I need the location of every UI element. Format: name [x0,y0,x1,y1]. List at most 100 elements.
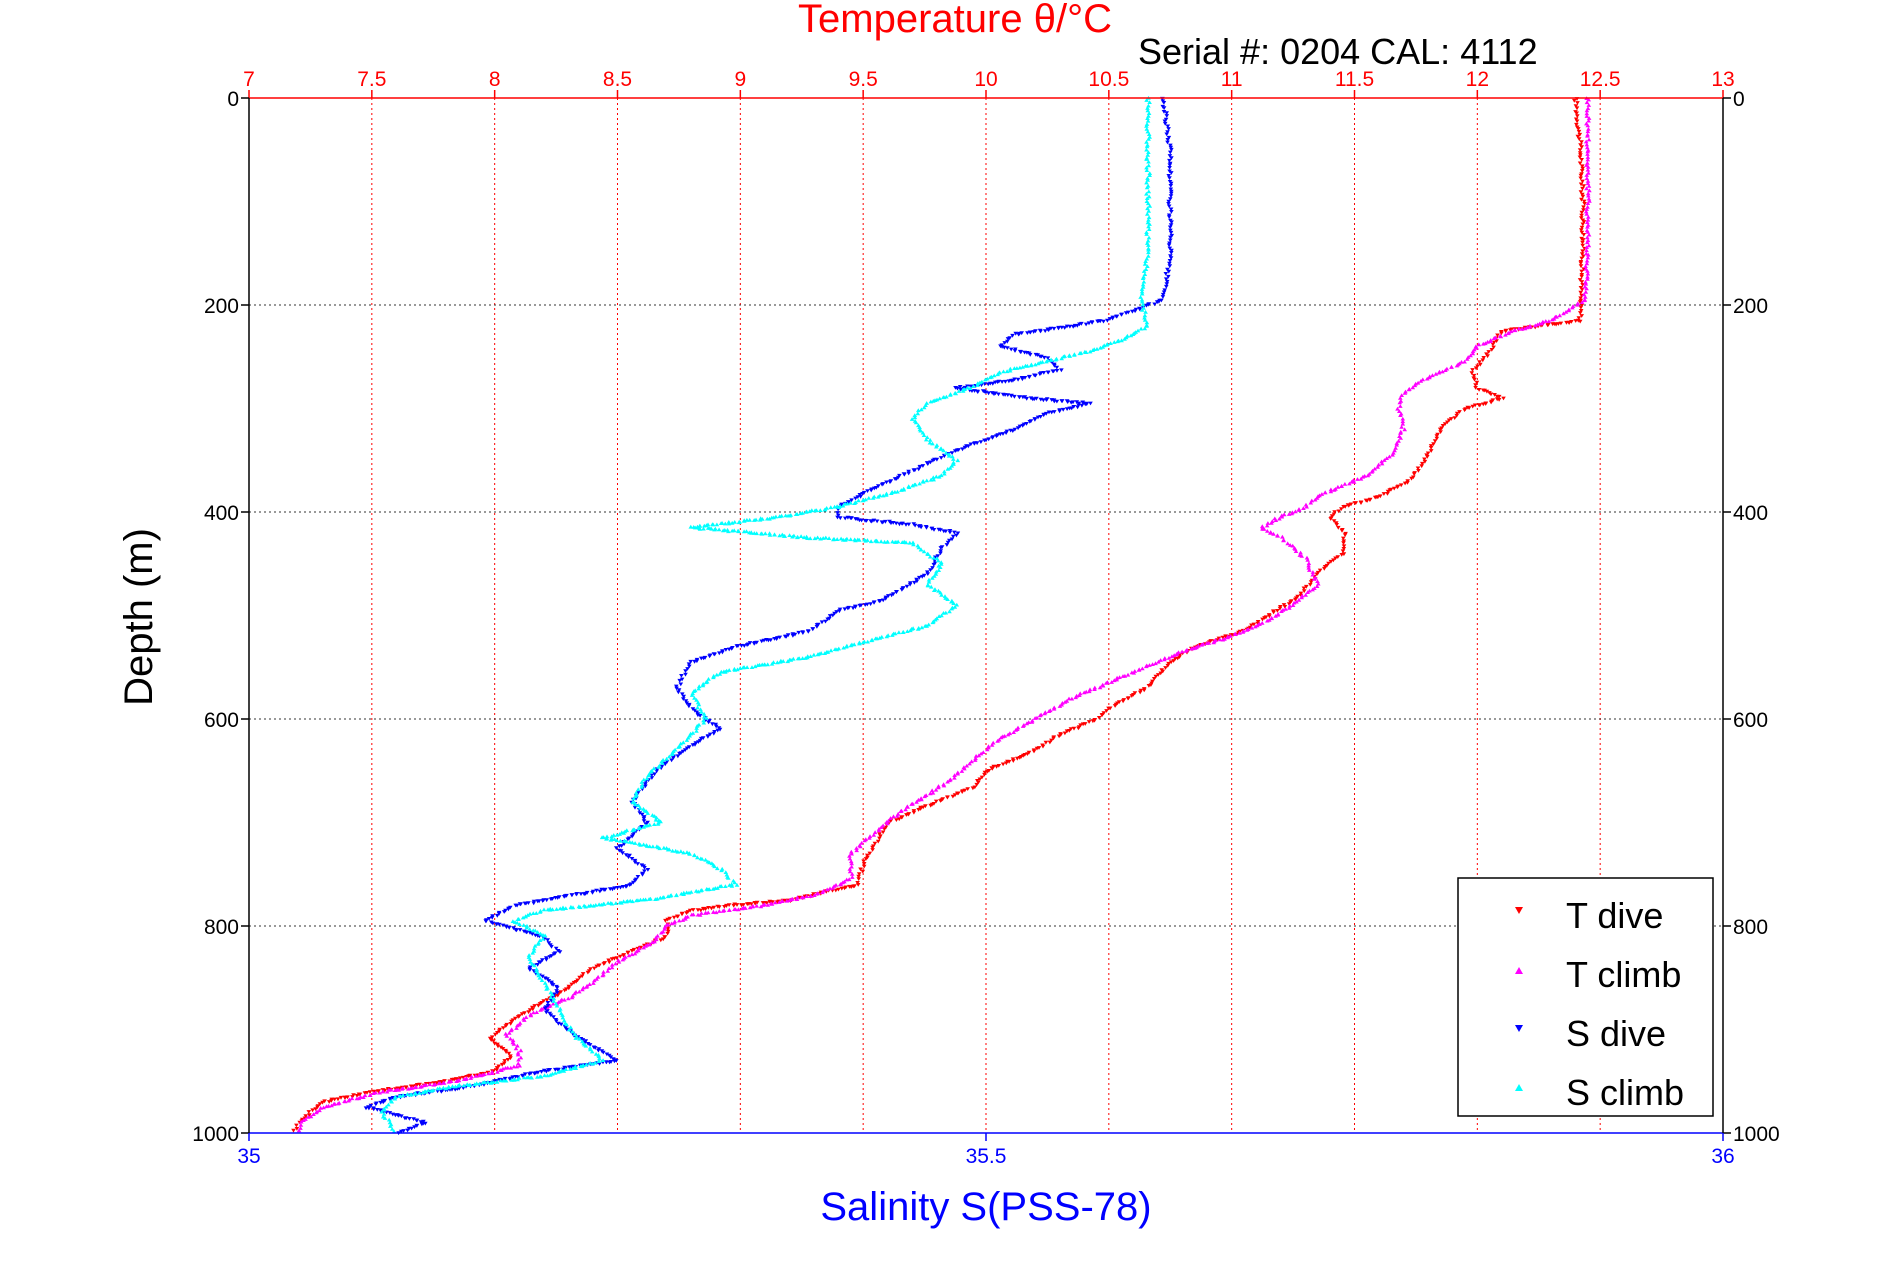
data-point [552,1071,558,1075]
data-point [1583,294,1588,299]
data-point [626,953,632,958]
data-point [1578,309,1584,313]
temperature-tick-label: 12.5 [1580,68,1621,91]
data-point [1165,663,1171,668]
data-point [532,963,537,968]
data-point [1199,642,1204,647]
data-point [880,520,886,525]
data-point [1032,373,1037,378]
data-point [1144,230,1149,234]
data-point [1399,425,1404,429]
data-point [916,808,921,812]
data-point [1402,427,1407,432]
data-point [867,851,873,856]
data-point [1020,753,1026,758]
data-point [601,1050,606,1055]
data-point [1384,456,1389,460]
data-point [861,862,867,866]
data-point [607,1060,612,1065]
data-point [871,833,877,837]
data-point [803,509,809,514]
data-point [1579,256,1584,261]
data-point [994,764,999,769]
temperature-tick-label: 10.5 [1088,68,1129,91]
data-point [1310,587,1315,592]
data-point [812,508,818,513]
data-point [1060,407,1066,412]
data-point [1585,152,1590,156]
data-point [1428,446,1434,450]
data-point [943,529,949,534]
data-point [874,519,880,524]
data-point [1145,201,1151,206]
data-point [551,1015,556,1020]
data-point [1579,293,1584,298]
data-point [587,1043,593,1047]
data-point [847,867,853,871]
data-point [1360,474,1366,479]
data-point [1476,403,1482,407]
data-point [665,917,670,922]
data-point [848,859,854,864]
data-point [1579,280,1585,284]
data-point [569,982,574,987]
data-point [529,962,535,966]
data-point [527,1008,533,1012]
data-point [654,815,659,820]
data-point [1017,365,1023,370]
data-point [697,526,703,531]
data-point [472,1082,477,1087]
data-point [706,906,711,910]
data-point [928,568,933,572]
legend-label-s-dive: S dive [1566,1013,1666,1054]
data-point [1166,135,1172,140]
data-point [1065,400,1070,404]
data-point [514,1026,519,1030]
data-point [638,897,643,902]
data-point [548,1072,553,1077]
data-point [366,1106,372,1111]
data-point [569,893,575,898]
data-point [765,516,770,521]
data-point [560,1013,565,1017]
data-point [371,1091,376,1095]
data-point [551,995,556,1000]
data-point [912,415,918,420]
data-point [1495,333,1500,338]
data-point [342,1096,348,1100]
data-point [506,907,511,912]
data-point [604,836,609,841]
data-point [1059,399,1065,404]
data-point [1305,558,1310,562]
data-point [1146,159,1151,164]
data-point [832,647,838,651]
data-point [655,821,661,826]
data-point [972,441,977,446]
data-point [1005,339,1010,344]
data-point [804,894,809,898]
data-point [548,897,554,902]
data-point [808,894,813,898]
data-point [1336,525,1341,530]
data-point [1308,500,1314,505]
data-point [1585,240,1590,245]
data-point [609,962,615,967]
data-point [1488,392,1494,397]
data-point [949,537,955,542]
data-point [653,817,659,822]
data-point [742,519,747,523]
data-point [380,1089,386,1094]
data-point [1281,512,1287,517]
data-point [539,1070,544,1074]
data-point [1484,389,1490,394]
data-point [1139,287,1145,291]
data-point [1129,694,1135,698]
data-point [696,686,701,691]
data-point [1067,324,1073,329]
data-point [1253,624,1258,629]
data-point [769,515,775,520]
data-point [647,844,652,849]
data-point [584,985,589,989]
data-point [1163,277,1169,282]
data-point [464,1082,470,1086]
